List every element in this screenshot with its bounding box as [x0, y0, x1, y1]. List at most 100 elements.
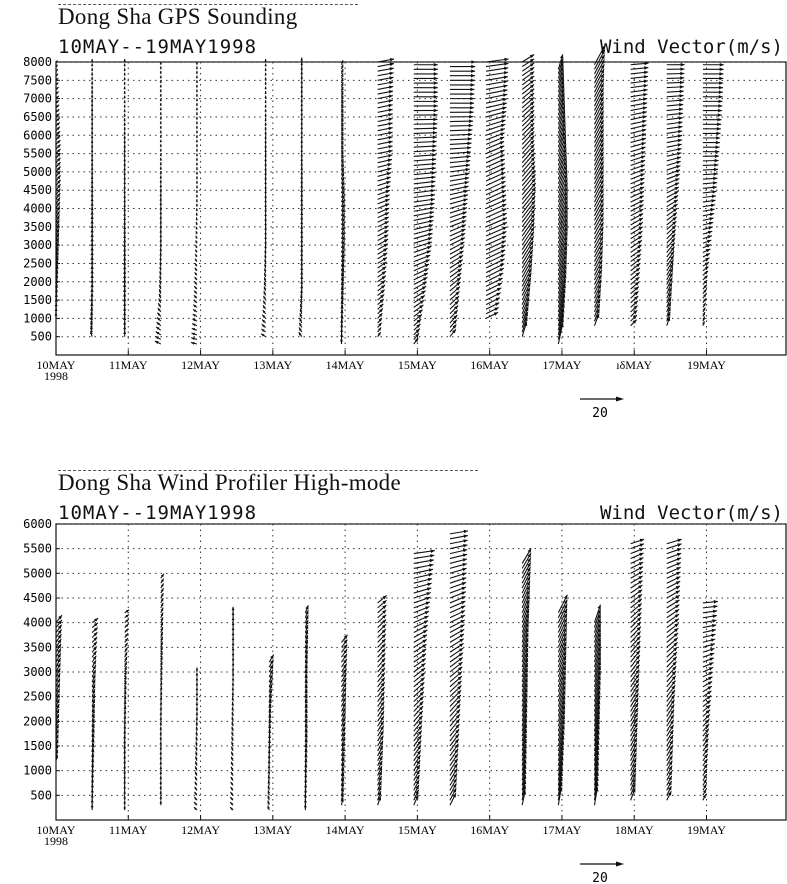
wind-vector-head [341, 199, 345, 204]
wind-vector-head [56, 678, 60, 683]
wind-vector-head [377, 791, 382, 796]
wind-vector-head [123, 113, 126, 117]
wind-vector-head [192, 323, 196, 327]
wind-vector-head [92, 674, 96, 679]
wind-vector-head [636, 631, 641, 636]
wind-vector-head [159, 225, 163, 228]
wind-vector-head [160, 588, 164, 592]
wind-vector-head [159, 107, 162, 110]
wind-vector-head [340, 104, 344, 109]
wind-vector-head [159, 795, 163, 799]
wind-vector-head [636, 636, 641, 641]
wind-vector-head [713, 167, 719, 172]
wind-vector-head [563, 148, 567, 153]
wind-vector-head [420, 682, 425, 687]
wind-vector-head [230, 797, 234, 800]
wind-vector-head [380, 682, 385, 687]
wind-vector-head [304, 708, 308, 713]
wind-vector-head [231, 692, 235, 696]
wind-vector-head [531, 178, 536, 183]
wind-vector-head [379, 735, 384, 741]
wind-vector-head [455, 714, 460, 719]
wind-vector-head [90, 85, 94, 89]
wind-vector-head [470, 92, 475, 96]
wind-vector-head [194, 802, 197, 805]
wind-vector-head [193, 807, 197, 810]
wind-vector-head [677, 134, 683, 138]
wind-vector-head [638, 566, 644, 571]
wind-vector-head [417, 740, 422, 745]
wind-vector-head [639, 538, 645, 543]
x-tick-label: 15MAY [398, 823, 437, 837]
wind-vector-head [417, 735, 422, 740]
wind-vector-head [304, 654, 308, 659]
wind-vector-head [678, 129, 683, 134]
wind-vector-head [300, 126, 304, 130]
wind-vector-head [159, 691, 163, 695]
reference-vector-label: 20 [592, 406, 608, 421]
wind-vector-head [635, 267, 641, 272]
wind-vector-head [123, 700, 127, 705]
wind-vector-head [300, 202, 304, 206]
wind-vector-head [195, 112, 199, 115]
wind-vector-head [268, 703, 272, 709]
wind-vector-head [380, 716, 384, 721]
wind-vector-head [55, 255, 59, 261]
wind-vector-head [195, 766, 198, 770]
wind-vector-head [159, 686, 163, 690]
wind-vector-head [501, 115, 506, 119]
wind-vector-head [55, 754, 59, 759]
wind-vector-head [469, 110, 474, 115]
wind-vector-head [466, 154, 471, 159]
wind-vector-head [195, 235, 198, 239]
wind-vector-head [502, 106, 507, 111]
wind-vector [557, 236, 568, 262]
wind-vector-head [668, 277, 673, 282]
wind-vector-head [417, 319, 422, 324]
wind-vector-head [159, 266, 162, 270]
wind-vector-head [264, 190, 267, 194]
wind-vector-head [304, 713, 308, 718]
wind-vector-head [457, 680, 462, 685]
wind-vector-head [678, 120, 683, 125]
wind-vector-head [526, 292, 530, 297]
wind-vector-head [380, 701, 385, 706]
wind-vector-head [90, 799, 94, 803]
wind-vector-head [470, 101, 475, 106]
wind-vector-head [90, 135, 94, 139]
wind-vector-head [159, 89, 162, 92]
wind-vector-head [340, 787, 345, 792]
wind-vector-head [231, 677, 235, 681]
wind-vector-head [418, 309, 423, 314]
wind-vector-head [93, 632, 98, 637]
wind-vector-head [563, 618, 567, 623]
wind-vector-head [531, 196, 536, 201]
wind-vector [557, 195, 568, 221]
wind-vector-head [123, 725, 127, 729]
wind-vector-head [711, 194, 717, 199]
wind-vector-head [669, 750, 673, 755]
wind-vector-head [123, 176, 126, 180]
wind-vector-head [502, 217, 507, 222]
wind-vector-head [530, 222, 535, 228]
wind-vector-head [341, 208, 345, 213]
wind-vector-head [123, 63, 126, 66]
wind-vector-head [300, 193, 304, 197]
wind-vector-head [269, 674, 273, 679]
wind-vector-head [159, 736, 163, 740]
y-tick-label: 1000 [23, 764, 52, 778]
wind-vector-head [455, 291, 460, 296]
wind-vector-head [717, 117, 722, 122]
wind-vector-head [123, 710, 127, 714]
wind-vector-head [123, 695, 127, 700]
wind-vector-head [90, 98, 94, 102]
wind-vector-head [299, 299, 303, 303]
wind-vector-head [340, 168, 345, 172]
wind-vector-head [304, 639, 309, 645]
wind-vector-head [493, 312, 499, 316]
wind-vector-head [195, 102, 199, 106]
wind-vector-head [634, 281, 640, 286]
wind-vector-head [562, 131, 566, 136]
wind-vector-head [380, 289, 385, 294]
wind-vector-head [381, 634, 386, 639]
